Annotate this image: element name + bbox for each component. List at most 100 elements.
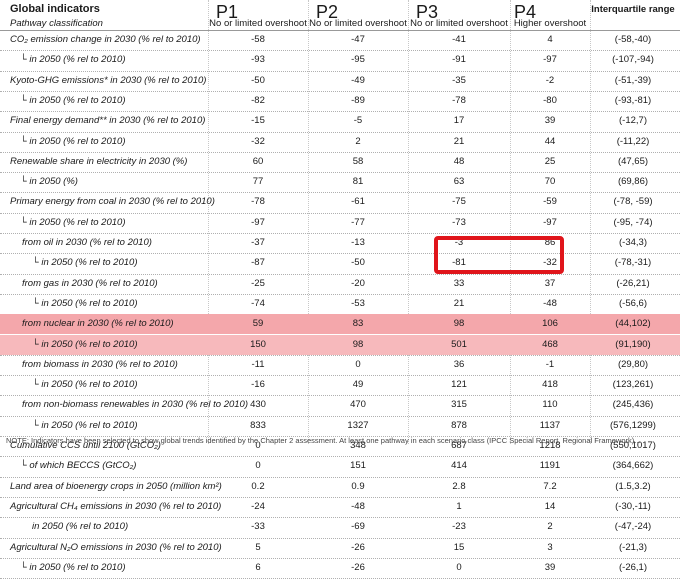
row-divider bbox=[0, 172, 680, 174]
cell-p1: 0.2 bbox=[251, 480, 265, 492]
column-subheader-p1: No or limited overshoot bbox=[209, 18, 307, 29]
cell-p2: -49 bbox=[351, 74, 365, 86]
cell-iq: (-93,-81) bbox=[614, 94, 652, 106]
cell-p4: -48 bbox=[543, 297, 557, 309]
cell-p4: -32 bbox=[543, 257, 557, 269]
row-divider bbox=[0, 415, 680, 417]
cell-p1: -50 bbox=[251, 74, 265, 86]
cell-iq: (123,261) bbox=[612, 379, 654, 391]
table-row: CO₂ emission change in 2030 (% rel to 20… bbox=[0, 30, 680, 50]
cell-p1: 5 bbox=[255, 541, 261, 553]
footnote: NOTE: Indicators have been selected to s… bbox=[6, 436, 641, 445]
table-row: └ in 2050 (% rel to 2010) 6 -26 0 39 (-26,1) bbox=[0, 558, 680, 578]
cell-iq: (-58,-40) bbox=[614, 34, 652, 45]
cell-iq: (69,86) bbox=[617, 176, 649, 188]
row-label: Primary energy from coal in 2030 (% rel … bbox=[10, 196, 215, 208]
cell-p1: 60 bbox=[252, 155, 264, 167]
row-label: Agricultural CH₄ emissions in 2030 (% re… bbox=[10, 500, 222, 512]
row-label: └ in 2050 (% rel to 2010) bbox=[20, 216, 126, 228]
cell-p3: 2.8 bbox=[452, 480, 466, 492]
table-row: from nuclear in 2030 (% rel to 2010) 59 83… bbox=[0, 314, 680, 335]
cell-iq: (-78, -59) bbox=[613, 196, 653, 208]
cell-p3: -81 bbox=[452, 257, 466, 269]
cell-p3: -91 bbox=[452, 54, 466, 66]
cell-p2: 58 bbox=[352, 155, 364, 167]
cell-p2: -69 bbox=[351, 521, 365, 533]
cell-iq: (576,1299) bbox=[610, 419, 656, 431]
cell-iq: (47,65) bbox=[617, 155, 649, 167]
cell-p1: -15 bbox=[251, 115, 265, 127]
cell-p1: 6 bbox=[255, 561, 261, 573]
cell-p2: 98 bbox=[352, 338, 364, 350]
cell-p4: 39 bbox=[544, 561, 556, 573]
cell-p2: -26 bbox=[351, 541, 365, 553]
table-row: └ in 2050 (% rel to 2010) 150 98 501 468 (91,… bbox=[0, 334, 680, 355]
cell-iq: (245,436) bbox=[612, 399, 654, 411]
row-label: └ in 2050 (% rel to 2010) bbox=[20, 135, 126, 147]
row-label: from biomass in 2030 (% rel to 2010) bbox=[22, 358, 178, 370]
cell-p3: 0 bbox=[456, 561, 462, 573]
cell-p2: 151 bbox=[350, 460, 366, 472]
cell-p3: 48 bbox=[453, 155, 465, 167]
cell-iq: (364,662) bbox=[612, 460, 654, 472]
cell-p1: -82 bbox=[251, 94, 265, 106]
row-divider bbox=[0, 253, 680, 255]
cell-p2: -48 bbox=[351, 500, 365, 512]
cell-p1: -33 bbox=[251, 521, 265, 533]
cell-p1: -78 bbox=[251, 196, 265, 208]
cell-p4: 7.2 bbox=[543, 480, 557, 492]
cell-iq: (-11,22) bbox=[616, 135, 650, 147]
cell-p2: -89 bbox=[351, 94, 365, 106]
header-rule bbox=[0, 30, 680, 31]
cell-p2: -61 bbox=[351, 196, 365, 208]
cell-p2: 2 bbox=[355, 135, 361, 147]
cell-p2: -77 bbox=[351, 216, 365, 228]
cell-iq: (-95, -74) bbox=[613, 216, 653, 228]
cell-p3: 878 bbox=[451, 419, 467, 431]
cell-iq: (-30,-11) bbox=[615, 500, 651, 512]
cell-iq: (-78,-31) bbox=[614, 257, 652, 269]
cell-iq: (1.5,3.2) bbox=[615, 480, 651, 492]
cell-p2: -47 bbox=[351, 34, 365, 45]
row-label: from oil in 2030 (% rel to 2010) bbox=[22, 237, 152, 248]
table-row: from gas in 2030 (% rel to 2010) -25 -20 33… bbox=[0, 274, 680, 294]
cell-p3: -3 bbox=[454, 237, 464, 248]
row-label: Final energy demand** in 2030 (% rel to … bbox=[10, 115, 206, 127]
table-row: └ in 2050 (% rel to 2010) -97 -77 -73 -97 (-9… bbox=[0, 213, 680, 233]
cell-p4: 106 bbox=[542, 318, 558, 330]
row-label: in 2050 (% rel to 2010) bbox=[32, 521, 129, 533]
cell-p2: 81 bbox=[352, 176, 364, 188]
cell-p1: -24 bbox=[251, 500, 265, 512]
table-row: └ in 2050 (% rel to 2010) -32 2 21 44 (-11,22… bbox=[0, 132, 680, 152]
cell-p1: -16 bbox=[251, 379, 265, 391]
highlight-box bbox=[434, 236, 564, 274]
row-divider bbox=[0, 273, 680, 275]
table-row: └ in 2050 (% rel to 2010) -93 -95 -91 -97 (-1… bbox=[0, 50, 680, 70]
cell-p2: -13 bbox=[351, 237, 365, 248]
row-divider bbox=[0, 50, 680, 52]
column-subheader-p3: No or limited overshoot bbox=[410, 18, 508, 29]
cell-p1: -58 bbox=[251, 34, 265, 45]
row-label: Renewable share in electricity in 2030 (… bbox=[10, 155, 188, 167]
cell-iq: (-34,3) bbox=[619, 237, 647, 248]
row-divider bbox=[0, 293, 680, 295]
row-divider bbox=[0, 111, 680, 113]
cell-p3: -23 bbox=[452, 521, 466, 533]
cell-p4: 37 bbox=[544, 277, 556, 289]
column-divider bbox=[408, 0, 409, 444]
row-label: from nuclear in 2030 (% rel to 2010) bbox=[22, 318, 174, 330]
cell-iq: (29,80) bbox=[617, 358, 649, 370]
cell-p4: 468 bbox=[542, 338, 558, 350]
row-label: Land area of bioenergy crops in 2050 (mi… bbox=[10, 480, 222, 492]
table-row: └ in 2050 (% rel to 2010) -16 49 121 418 (123… bbox=[0, 375, 680, 395]
cell-p2: 0.9 bbox=[351, 480, 365, 492]
cell-iq: (-51,-39) bbox=[614, 74, 652, 86]
cell-p4: -1 bbox=[545, 358, 555, 370]
column-header-p2: P2 bbox=[316, 2, 339, 22]
cell-iq: (-26,1) bbox=[619, 561, 647, 573]
column-divider bbox=[590, 0, 591, 444]
cell-p1: 0 bbox=[255, 460, 261, 472]
cell-p4: 44 bbox=[544, 135, 556, 147]
table-row: from biomass in 2030 (% rel to 2010) -11 0… bbox=[0, 355, 680, 375]
row-label: └ in 2050 (% rel to 2010) bbox=[32, 257, 138, 269]
